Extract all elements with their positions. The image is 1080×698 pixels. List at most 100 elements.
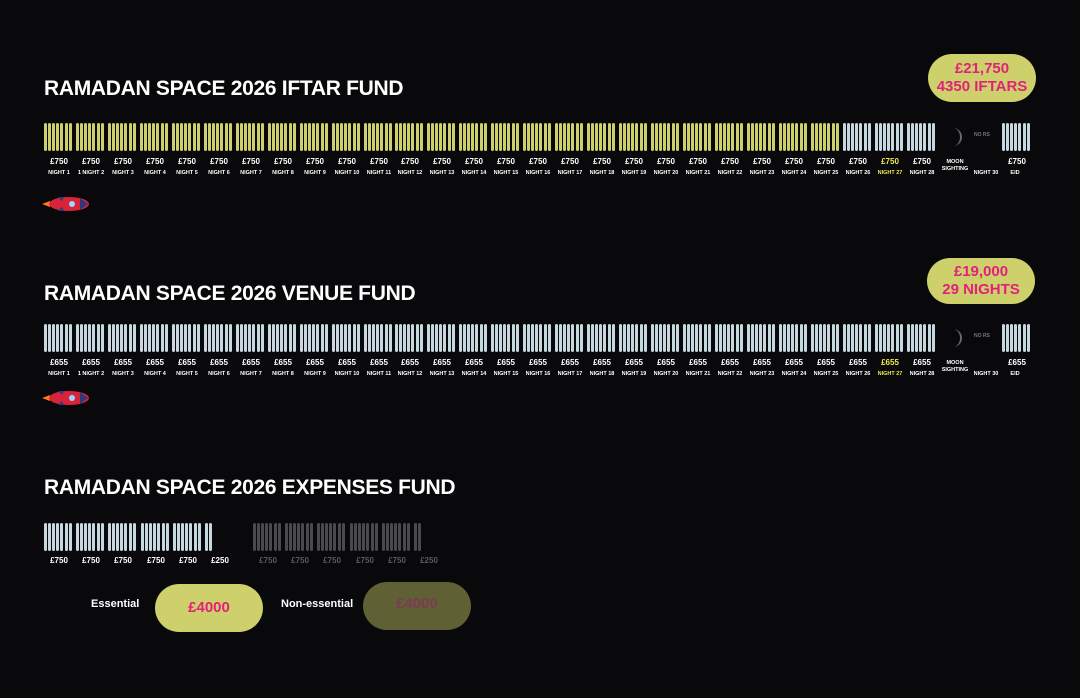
eid-label: EID xyxy=(1010,170,1020,176)
fund-bar-group xyxy=(268,324,298,354)
night-label: NIGHT 27 xyxy=(877,170,903,176)
night-price: £655 xyxy=(593,358,611,367)
night-label: NIGHT 7 xyxy=(240,371,262,377)
night-label: NIGHT 19 xyxy=(621,170,647,176)
expense-price: £750 xyxy=(323,556,341,565)
venue-total-count: 29 NIGHTS xyxy=(942,281,1020,298)
night-price: £655 xyxy=(497,358,515,367)
expense-price: £750 xyxy=(179,556,197,565)
nonessential-bars-row: £750 £750 £750 £750 £750 £250 xyxy=(253,523,438,565)
fund-bar-group xyxy=(253,523,283,553)
fund-bar-group xyxy=(140,123,170,153)
moon-label-line1: MOON xyxy=(946,360,964,366)
night-label: NIGHT 20 xyxy=(653,170,679,176)
fund-bar-group xyxy=(875,123,905,153)
fund-bar-group xyxy=(683,324,713,354)
night-label: NIGHT 13 xyxy=(429,371,455,377)
night-price: £750 xyxy=(881,157,899,166)
venue-total-pill: £19,000 29 NIGHTS xyxy=(927,258,1035,304)
fund-bar-group xyxy=(172,324,202,354)
fund-bar-group xyxy=(875,324,905,354)
nonessential-pill: £4000 xyxy=(363,582,471,630)
night-label: NIGHT 23 xyxy=(749,371,775,377)
night-price: £655 xyxy=(50,358,68,367)
night-price: £750 xyxy=(689,157,707,166)
night-label: NIGHT 7 xyxy=(240,170,262,176)
expenses-fund-title: RAMADAN SPACE 2026 EXPENSES FUND xyxy=(44,476,456,499)
night-price: £655 xyxy=(274,358,292,367)
night-30-label: NIGHT 30 xyxy=(973,371,999,377)
fund-bar-group xyxy=(268,123,298,153)
night-label: NIGHT 10 xyxy=(334,371,360,377)
fund-bar-group xyxy=(523,123,553,153)
night-label: NIGHT 5 xyxy=(176,371,198,377)
moon-label-line2: SIGHTING xyxy=(941,166,969,172)
night-label: NIGHT 17 xyxy=(557,371,583,377)
night-label: NIGHT 3 xyxy=(112,371,134,377)
night-label: NIGHT 20 xyxy=(653,371,679,377)
night-price: £655 xyxy=(817,358,835,367)
night-price: £655 xyxy=(433,358,451,367)
no-rs-label: NO RS xyxy=(974,333,990,339)
expense-price: £750 xyxy=(50,556,68,565)
fund-bar-group xyxy=(364,324,394,354)
night-price: £655 xyxy=(689,358,707,367)
night-label: NIGHT 13 xyxy=(429,170,455,176)
fund-bar-group xyxy=(491,123,521,153)
nonessential-label: Non-essential xyxy=(281,598,354,610)
fund-bar-group xyxy=(843,123,873,153)
night-label: NIGHT 24 xyxy=(781,170,807,176)
fund-bar-group xyxy=(172,123,202,153)
night-price: £655 xyxy=(561,358,579,367)
fund-bar-group xyxy=(44,123,74,153)
eid-price: £655 xyxy=(1008,358,1026,367)
iftar-total-count: 4350 IFTARS xyxy=(936,78,1028,95)
night-price: £655 xyxy=(881,358,899,367)
iftar-total-pill: £21,750 4350 IFTARS xyxy=(928,54,1036,102)
fund-bar-group xyxy=(382,523,412,553)
night-price: £655 xyxy=(785,358,803,367)
fund-bar-group xyxy=(907,123,937,153)
expense-price: £750 xyxy=(147,556,165,565)
fund-bar-group xyxy=(683,123,713,153)
fund-bar-group xyxy=(317,523,347,553)
night-price: £750 xyxy=(242,157,260,166)
fund-bar-group xyxy=(236,123,266,153)
night-label: NIGHT 21 xyxy=(685,170,711,176)
night-label: NIGHT 15 xyxy=(493,371,519,377)
fund-bar-group xyxy=(141,523,171,553)
night-label: NIGHT 25 xyxy=(813,371,839,377)
night-price: £655 xyxy=(625,358,643,367)
night-label: NIGHT 8 xyxy=(272,371,294,377)
night-price: £655 xyxy=(210,358,228,367)
fund-bar-group xyxy=(204,123,234,153)
fund-bar-group xyxy=(140,324,170,354)
fund-bar-group xyxy=(811,324,841,354)
fund-bar-group xyxy=(108,123,138,153)
fund-bar-group xyxy=(332,324,362,354)
fund-bar-group xyxy=(555,324,585,354)
night-label: NIGHT 16 xyxy=(525,170,551,176)
night-label: NIGHT 24 xyxy=(781,371,807,377)
night-price: £750 xyxy=(338,157,356,166)
fund-bar-group xyxy=(395,324,425,354)
night-price: £750 xyxy=(50,157,68,166)
essential-label: Essential xyxy=(91,598,140,610)
fund-bar-group xyxy=(747,123,777,153)
night-price: £750 xyxy=(210,157,228,166)
fund-bar-group xyxy=(300,324,330,354)
night-price: £655 xyxy=(657,358,675,367)
fund-bar-group xyxy=(587,324,617,354)
night-price: £750 xyxy=(465,157,483,166)
expense-price: £750 xyxy=(259,556,277,565)
night-label: NIGHT 27 xyxy=(877,371,903,377)
venue-bars-row: £655 NIGHT 1 £655 1 NIGHT 2 £655 NIGHT 3 £655 N… xyxy=(44,324,1044,377)
night-price: £750 xyxy=(625,157,643,166)
fund-bar-group xyxy=(204,324,234,354)
fund-bar-group xyxy=(843,324,873,354)
night-label: NIGHT 11 xyxy=(366,371,392,377)
night-price: £750 xyxy=(497,157,515,166)
night-label: NIGHT 26 xyxy=(845,170,871,176)
night-label: NIGHT 10 xyxy=(334,170,360,176)
fund-bar-group xyxy=(427,123,457,153)
